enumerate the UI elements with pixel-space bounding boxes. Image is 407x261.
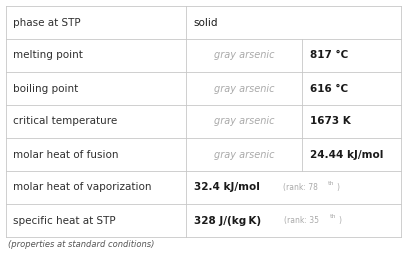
Text: specific heat at STP: specific heat at STP — [13, 216, 116, 226]
Text: 24.44 kJ/mol: 24.44 kJ/mol — [310, 150, 384, 159]
Text: gray arsenic: gray arsenic — [214, 116, 274, 127]
Text: critical temperature: critical temperature — [13, 116, 117, 127]
Text: gray arsenic: gray arsenic — [214, 50, 274, 61]
Text: 817 °C: 817 °C — [310, 50, 348, 61]
Text: gray arsenic: gray arsenic — [214, 84, 274, 93]
Text: solid: solid — [194, 17, 218, 27]
Text: boiling point: boiling point — [13, 84, 78, 93]
Text: (properties at standard conditions): (properties at standard conditions) — [8, 240, 154, 249]
Text: molar heat of vaporization: molar heat of vaporization — [13, 182, 151, 193]
Text: melting point: melting point — [13, 50, 83, 61]
Text: (rank: 78: (rank: 78 — [283, 183, 317, 192]
Text: th: th — [328, 181, 334, 186]
Text: ): ) — [338, 216, 341, 225]
Text: phase at STP: phase at STP — [13, 17, 81, 27]
Text: ): ) — [336, 183, 339, 192]
Text: th: th — [330, 214, 336, 219]
Text: 616 °C: 616 °C — [310, 84, 348, 93]
Text: 1673 K: 1673 K — [310, 116, 351, 127]
Text: (rank: 35: (rank: 35 — [284, 216, 319, 225]
Text: gray arsenic: gray arsenic — [214, 150, 274, 159]
Text: 32.4 kJ/mol: 32.4 kJ/mol — [194, 182, 260, 193]
Text: molar heat of fusion: molar heat of fusion — [13, 150, 118, 159]
Text: 328 J/(kg K): 328 J/(kg K) — [194, 216, 261, 226]
